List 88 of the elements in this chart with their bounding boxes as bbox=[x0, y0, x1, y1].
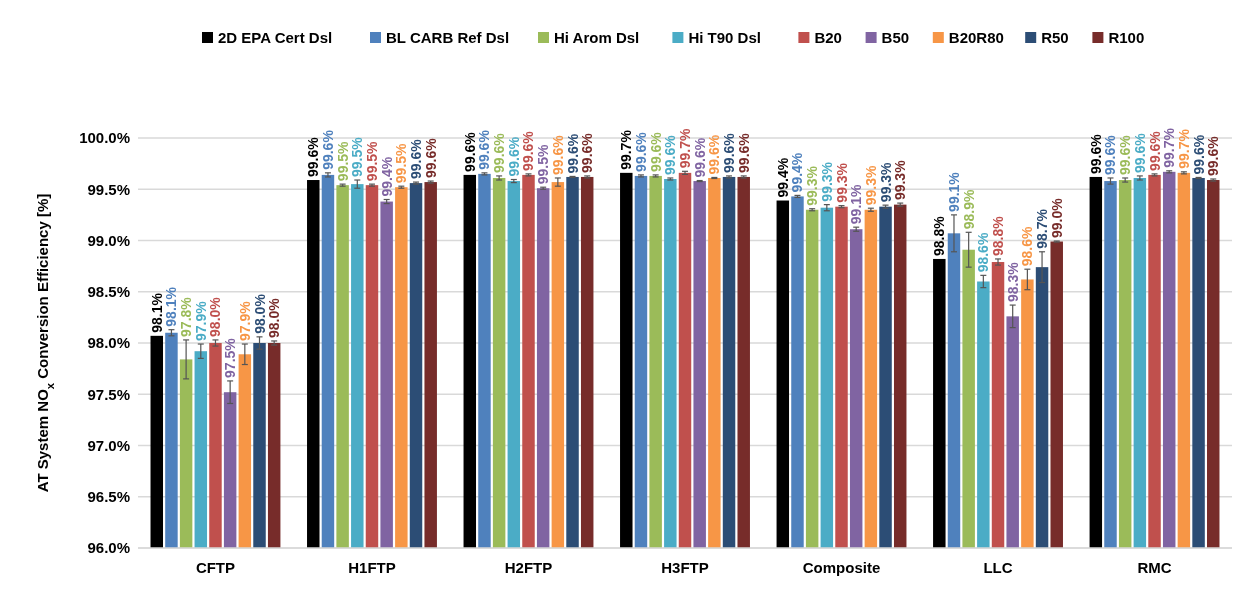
data-label: 98.6% bbox=[975, 232, 992, 273]
data-label: 99.7% bbox=[1161, 127, 1178, 168]
x-tick-label: H2FTP bbox=[504, 559, 553, 576]
data-label: 99.1% bbox=[848, 183, 865, 225]
data-label: 99.6% bbox=[319, 129, 336, 170]
data-label: 97.9% bbox=[192, 300, 209, 342]
data-label: 98.6% bbox=[1019, 225, 1036, 267]
data-label: 99.6% bbox=[662, 134, 679, 175]
x-tick-label: H1FTP bbox=[348, 559, 396, 576]
data-label: 99.6% bbox=[408, 138, 425, 180]
data-label: 98.1% bbox=[148, 292, 165, 333]
data-label: 99.5% bbox=[349, 136, 366, 178]
data-label: 99.3% bbox=[877, 161, 894, 203]
data-label: 98.0% bbox=[207, 296, 224, 337]
data-label: 99.6% bbox=[549, 134, 566, 175]
data-label: 98.1% bbox=[163, 286, 180, 327]
data-label: 99.6% bbox=[1087, 133, 1104, 174]
x-tick-label: RMC bbox=[1137, 559, 1172, 576]
data-label: 99.6% bbox=[505, 136, 522, 177]
data-label: 99.6% bbox=[520, 130, 537, 171]
legend-label: R100 bbox=[1108, 29, 1145, 47]
data-label: 99.6% bbox=[476, 129, 493, 170]
data-label: 99.4% bbox=[789, 152, 806, 193]
y-tick-label: 99.0% bbox=[87, 231, 130, 249]
data-label: 99.1% bbox=[945, 171, 962, 212]
legend-label: BL CARB Ref Dsl bbox=[386, 29, 510, 47]
data-label: 99.6% bbox=[735, 132, 752, 173]
data-label: 99.7% bbox=[677, 128, 693, 169]
legend-label: Hi T90 Dsl bbox=[688, 29, 761, 47]
data-label: 99.6% bbox=[1117, 134, 1134, 175]
data-label: 97.9% bbox=[236, 300, 253, 342]
legend-label: 2D EPA Cert Dsl bbox=[218, 29, 333, 47]
x-tick-label: LLC bbox=[983, 559, 1013, 576]
data-label: 98.9% bbox=[960, 189, 977, 230]
data-label: 98.3% bbox=[1004, 261, 1021, 303]
data-label: 97.8% bbox=[178, 296, 195, 337]
data-label: 99.4% bbox=[774, 157, 791, 198]
data-label: 99.6% bbox=[305, 136, 322, 178]
y-tick-label: 98.0% bbox=[87, 334, 130, 352]
data-label: 99.6% bbox=[721, 132, 738, 173]
data-label: 99.0% bbox=[1048, 197, 1065, 239]
data-label: 99.6% bbox=[691, 137, 708, 178]
data-label: 99.4% bbox=[378, 156, 395, 197]
legend-label: B50 bbox=[881, 29, 910, 47]
data-label: 99.3% bbox=[892, 159, 909, 201]
data-label: 98.0% bbox=[251, 293, 268, 334]
data-label: 99.5% bbox=[535, 143, 552, 185]
data-label: 99.6% bbox=[461, 131, 478, 172]
data-label: 99.5% bbox=[363, 140, 380, 182]
data-label: 99.5% bbox=[334, 140, 351, 182]
data-label: 99.6% bbox=[422, 137, 439, 179]
data-label: 99.6% bbox=[564, 133, 581, 174]
data-label: 99.6% bbox=[632, 131, 649, 172]
y-tick-label: 100.0% bbox=[79, 129, 130, 147]
data-label: 99.6% bbox=[491, 132, 508, 173]
y-tick-label: 97.0% bbox=[87, 436, 130, 454]
data-label: 97.5% bbox=[222, 337, 239, 378]
y-tick-label: 99.5% bbox=[87, 180, 130, 198]
legend-label: B20R80 bbox=[948, 29, 1004, 47]
legend-label: R50 bbox=[1041, 29, 1069, 47]
data-label: 99.6% bbox=[1102, 134, 1119, 175]
y-tick-label: 96.5% bbox=[87, 488, 130, 505]
data-label: 99.6% bbox=[647, 131, 664, 172]
x-tick-label: CFTP bbox=[195, 559, 236, 576]
data-label: 99.3% bbox=[862, 164, 879, 206]
data-label: 99.6% bbox=[1146, 130, 1163, 171]
data-label: 99.7% bbox=[618, 129, 635, 170]
data-label: 98.8% bbox=[931, 215, 948, 256]
data-label: 99.5% bbox=[393, 142, 410, 184]
data-label: 99.6% bbox=[706, 134, 723, 175]
data-label: 99.7% bbox=[1175, 128, 1192, 169]
data-label: 99.3% bbox=[833, 162, 850, 203]
data-label: 99.6% bbox=[579, 132, 596, 173]
data-label: 98.8% bbox=[990, 215, 1007, 256]
data-label: 98.7% bbox=[1034, 208, 1051, 249]
data-label: 99.6% bbox=[1131, 132, 1148, 173]
x-tick-label: Composite bbox=[802, 559, 881, 576]
data-label: 99.6% bbox=[1190, 134, 1207, 175]
data-label: 98.0% bbox=[266, 297, 283, 338]
y-tick-label: 98.5% bbox=[87, 283, 130, 300]
y-tick-label: 97.5% bbox=[87, 385, 130, 403]
data-label: 99.6% bbox=[1205, 135, 1222, 176]
x-tick-label: H3FTP bbox=[661, 559, 709, 576]
legend-label: B20 bbox=[814, 29, 842, 47]
data-label: 99.3% bbox=[818, 161, 835, 202]
legend-label: Hi Arom Dsl bbox=[554, 29, 640, 47]
y-tick-label: 96.0% bbox=[87, 539, 130, 557]
data-label: 99.3% bbox=[804, 165, 821, 206]
